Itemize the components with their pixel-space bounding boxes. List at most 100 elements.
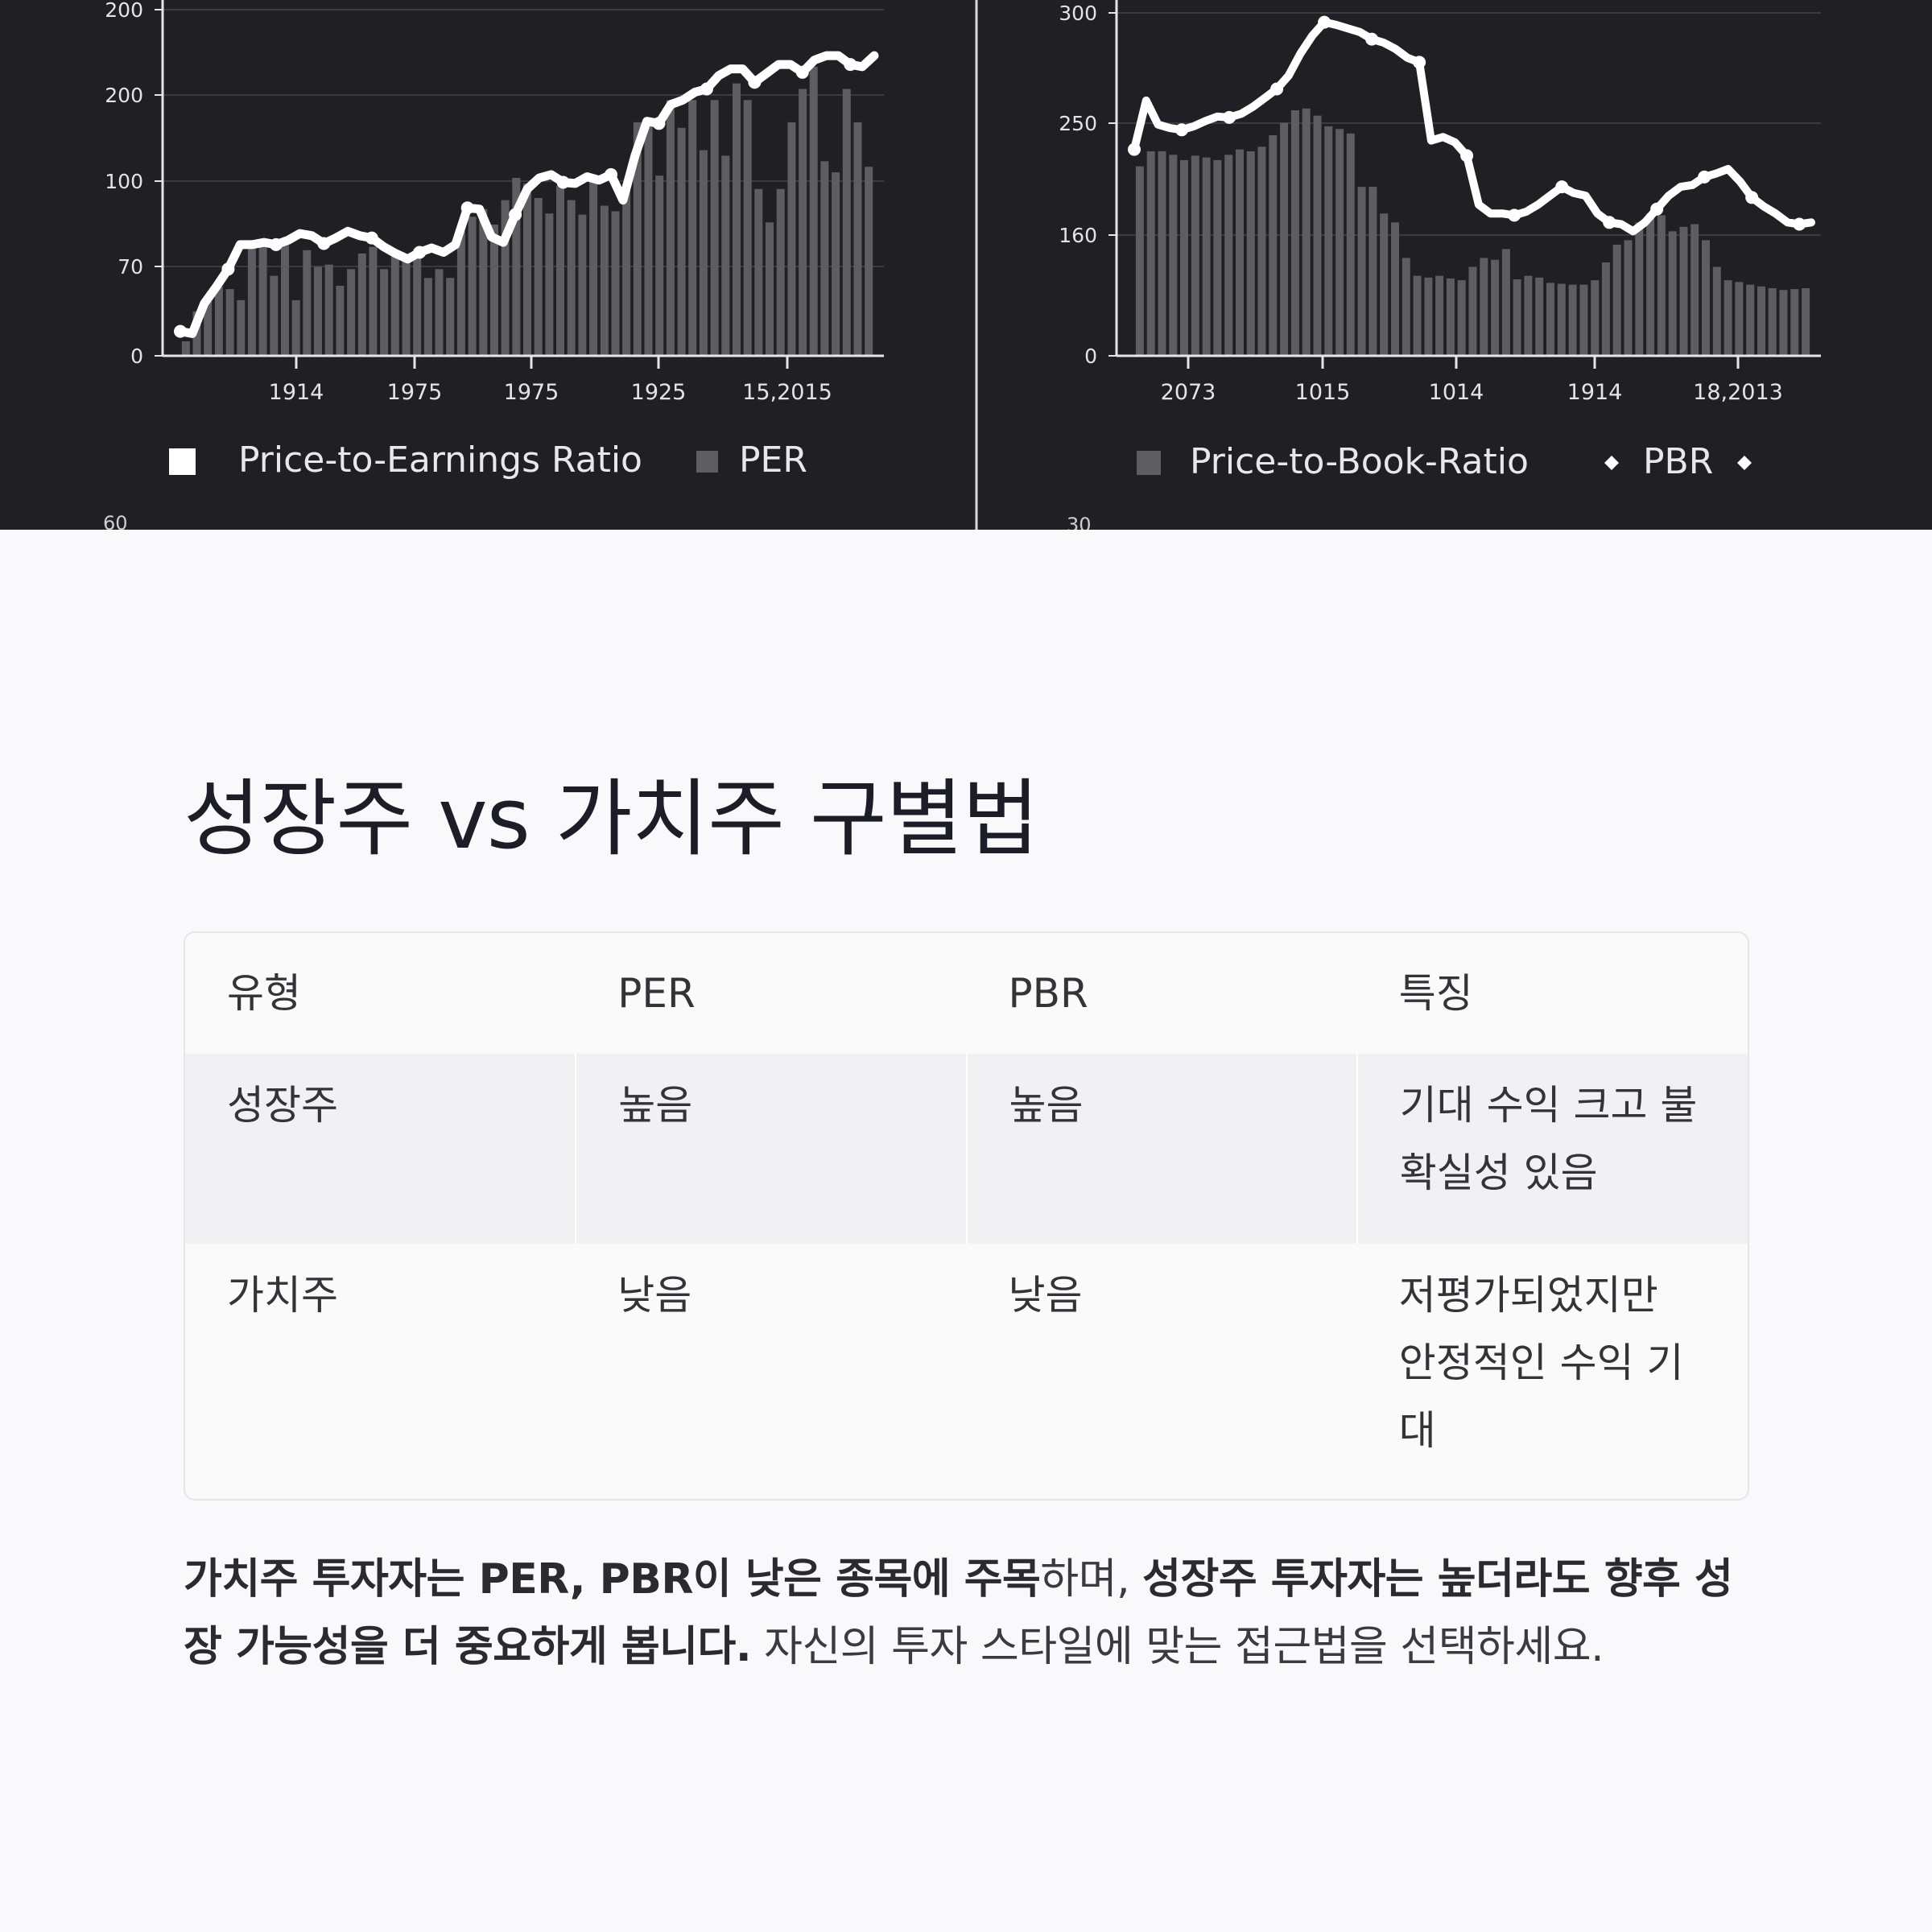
bar xyxy=(468,217,477,356)
bar xyxy=(1546,283,1554,356)
table-header-cell: PBR xyxy=(1008,970,1088,1017)
bar xyxy=(766,222,774,357)
legend-label: PER xyxy=(739,440,807,481)
bar xyxy=(1679,226,1688,356)
bar xyxy=(1724,280,1732,356)
bar xyxy=(1269,135,1278,356)
line-point xyxy=(1365,32,1379,46)
bar xyxy=(380,269,389,356)
table-header-cell: PER xyxy=(617,970,696,1017)
emphasis-text: 성장주 투자자는 높더라도 향후 성장 가능성을 더 중요하게 봅니다. xyxy=(184,1555,1733,1671)
line-point xyxy=(1318,15,1331,29)
line-point xyxy=(174,324,187,338)
line-point xyxy=(1270,82,1284,96)
bar xyxy=(1313,115,1322,356)
bar xyxy=(1579,284,1588,356)
legend-label: PBR xyxy=(1643,441,1713,482)
bar xyxy=(490,225,498,356)
bar xyxy=(402,255,411,356)
legend-swatch-gray xyxy=(696,451,718,473)
bar xyxy=(1635,222,1644,357)
bar xyxy=(556,185,564,356)
bar xyxy=(291,299,300,356)
legend-label: Price-to-Earnings Ratio xyxy=(238,440,642,481)
bar xyxy=(600,205,609,356)
bar xyxy=(1480,258,1488,356)
bar xyxy=(456,231,465,356)
bar xyxy=(1557,283,1566,356)
table-header-cell: 유형 xyxy=(227,970,301,1017)
bar xyxy=(1280,122,1289,356)
bar xyxy=(1468,266,1477,356)
emphasis-text: 가치주 투자자는 PER, PBR이 낮은 종목에 주목 xyxy=(184,1555,1041,1604)
bar xyxy=(1368,187,1377,356)
line-point xyxy=(844,58,857,72)
bar xyxy=(1435,275,1444,356)
x-tick-label: 1014 xyxy=(1429,380,1484,405)
bar xyxy=(666,100,675,357)
bar xyxy=(1790,289,1799,356)
line-point xyxy=(1745,191,1759,204)
y-tick-label: 0 xyxy=(130,345,143,368)
line-point xyxy=(1128,142,1141,156)
bar xyxy=(1524,275,1533,356)
bar xyxy=(1158,151,1166,356)
bar xyxy=(832,172,840,356)
table-cell: 저평가되었지만 안정적인 수익 기대 xyxy=(1398,1272,1684,1454)
line-point xyxy=(1650,202,1664,216)
pbr-chart-legend: Price-to-Book-Ratio PBR xyxy=(1137,441,1752,482)
x-tick-label: 15,2015 xyxy=(742,380,832,405)
bar xyxy=(247,240,256,356)
bar xyxy=(423,278,432,356)
table-cell: 기대 수익 크고 불확실성 있음 xyxy=(1356,1054,1748,1244)
bar xyxy=(853,122,862,356)
table-row: 가치주 낮음 낮음 저평가되었지만 안정적인 수익 기대 xyxy=(185,1244,1748,1499)
x-tick-label: 1975 xyxy=(504,380,559,405)
bar xyxy=(1491,259,1500,356)
bar xyxy=(181,341,190,356)
bar xyxy=(545,213,554,356)
x-tick-label: 1925 xyxy=(631,380,687,405)
x-tick-label: 1015 xyxy=(1295,380,1351,405)
bar xyxy=(281,244,289,356)
table-cell: 낮음 xyxy=(617,1272,692,1319)
bar xyxy=(1702,240,1710,356)
bar xyxy=(512,178,521,356)
bar xyxy=(1690,224,1699,356)
bar xyxy=(1191,155,1199,356)
line-point xyxy=(221,262,235,276)
bar xyxy=(1169,155,1178,356)
line-point xyxy=(748,76,762,89)
bar xyxy=(1735,282,1744,356)
bar xyxy=(204,298,213,356)
bar xyxy=(809,66,818,357)
y-tick-label: 200 xyxy=(105,84,143,107)
bar xyxy=(1591,280,1600,356)
bar xyxy=(1391,222,1399,357)
bar xyxy=(799,89,807,356)
bar xyxy=(1224,155,1233,356)
bar xyxy=(611,211,620,356)
line-point xyxy=(605,167,617,181)
bar xyxy=(1346,133,1355,357)
bar xyxy=(1446,278,1455,356)
bar xyxy=(1180,159,1188,356)
y-tick-label: 300 xyxy=(1059,2,1097,25)
bar xyxy=(303,250,312,356)
per-chart-legend: Price-to-Earnings Ratio PER xyxy=(169,440,807,481)
bar xyxy=(1513,279,1521,356)
bar xyxy=(1802,288,1810,356)
comparison-table: 유형 PER PBR 특징 성장주 높음 높음 기대 수익 크고 불확실성 있음… xyxy=(184,931,1749,1501)
bar xyxy=(842,89,851,356)
bar xyxy=(733,83,741,356)
line-point xyxy=(795,65,809,79)
line-point xyxy=(556,175,570,189)
bar xyxy=(589,175,598,356)
bar xyxy=(655,175,664,356)
bar xyxy=(1213,159,1222,356)
bar xyxy=(1779,290,1788,356)
bar xyxy=(390,250,399,356)
bar xyxy=(435,269,444,356)
y-tick-label: 100 xyxy=(105,170,143,193)
pbr-chart: 0 160 250 300 2073 1015 1014 1914 18,2013 xyxy=(1059,0,1821,405)
